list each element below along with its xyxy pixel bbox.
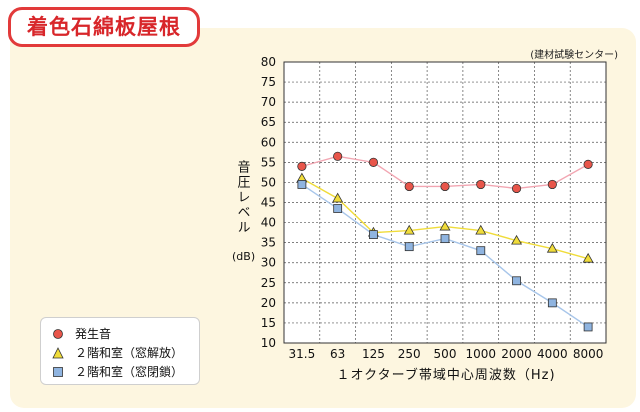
y-tick-label: 30: [261, 256, 276, 270]
y-tick-label: 70: [261, 95, 276, 109]
y-tick-label: 20: [261, 296, 276, 310]
data-point-square: [333, 204, 343, 213]
legend: 発生音 ２階和室（窓解放） ２階和室（窓閉鎖）: [40, 317, 200, 385]
y-axis-title: 音圧レベル: [234, 160, 250, 235]
data-point-square: [512, 276, 521, 286]
y-tick-label: 35: [261, 236, 276, 250]
page-title: 着色石綿板屋根: [8, 7, 200, 47]
data-point-square: [583, 322, 593, 332]
x-axis-label: １オクターブ帯域中心周波数（Hz): [336, 368, 556, 383]
y-tick-label: 65: [261, 115, 276, 129]
legend-label: ２階和室（窓解放）: [75, 346, 184, 360]
y-tick-label: 55: [261, 155, 276, 169]
x-tick-label: 1000: [466, 347, 497, 361]
y-tick-label: 80: [261, 55, 276, 69]
legend-item-open: ２階和室（窓解放）: [49, 343, 191, 362]
triangle-marker-icon: [52, 346, 64, 358]
x-tick-label: 250: [398, 347, 421, 361]
legend-label: 発生音: [75, 327, 112, 341]
data-point-triangle: [546, 242, 558, 253]
y-tick-label: 60: [261, 135, 276, 149]
source-label: (建材試験センター): [530, 50, 618, 61]
data-point-square: [404, 242, 414, 252]
data-point-circle: [333, 151, 343, 161]
data-point-circle: [476, 179, 486, 190]
data-point-triangle: [582, 252, 594, 263]
data-point-circle: [440, 181, 450, 192]
x-tick-label: 125: [362, 347, 385, 361]
circle-marker-icon: [53, 328, 63, 339]
y-axis-unit: (dB): [232, 250, 256, 263]
data-point-triangle: [475, 224, 487, 235]
legend-item-source: 発生音: [49, 324, 191, 343]
y-tick-label: 15: [261, 316, 276, 330]
data-point-circle: [511, 183, 522, 194]
y-tick-label: 45: [261, 196, 276, 210]
x-tick-label: 500: [434, 347, 457, 361]
plot-frame: [283, 61, 607, 344]
data-point-triangle: [439, 220, 451, 231]
y-axis-label: 音圧レベル (dB): [232, 160, 256, 265]
x-tick-label: 31.5: [289, 347, 316, 361]
data-point-circle: [368, 157, 379, 167]
y-tick-label: 50: [261, 175, 276, 189]
y-tick-label: 25: [261, 276, 276, 290]
legend-label: ２階和室（窓閉鎖）: [75, 365, 184, 379]
data-point-circle: [297, 161, 307, 171]
x-tick-label: 4000: [537, 347, 568, 361]
y-tick-label: 75: [261, 75, 276, 89]
legend-item-closed: ２階和室（窓閉鎖）: [49, 362, 191, 381]
data-point-square: [547, 298, 557, 308]
x-tick-label: 63: [330, 347, 345, 361]
x-tick-label: 8000: [573, 347, 604, 361]
data-point-circle: [547, 179, 557, 190]
data-point-triangle: [511, 234, 523, 245]
data-point-triangle: [332, 192, 344, 203]
y-tick-label: 10: [261, 336, 276, 350]
x-tick-label: 2000: [501, 347, 532, 361]
data-point-square: [369, 230, 378, 240]
data-point-square: [297, 180, 307, 189]
data-point-triangle: [403, 224, 415, 235]
data-point-square: [440, 234, 450, 244]
data-point-square: [476, 246, 486, 256]
data-point-circle: [404, 181, 414, 192]
data-point-circle: [583, 159, 593, 169]
y-tick-label: 40: [261, 216, 276, 230]
square-marker-icon: [53, 366, 63, 377]
